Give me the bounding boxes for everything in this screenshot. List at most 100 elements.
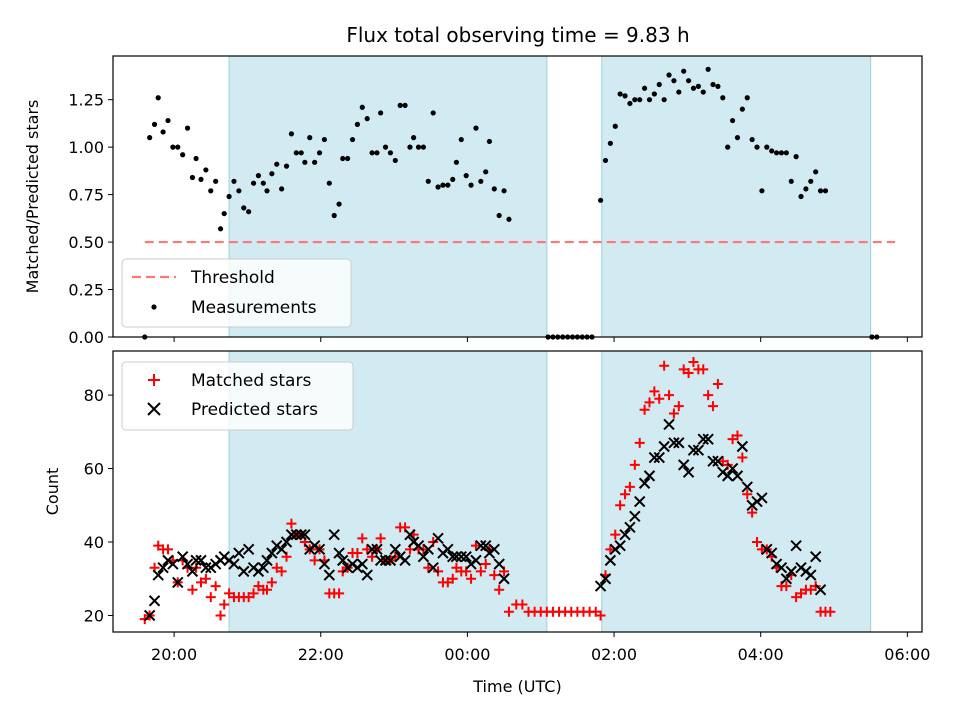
data-point <box>470 540 481 551</box>
data-point <box>785 565 797 578</box>
data-point <box>747 507 758 518</box>
observing-window <box>601 350 872 633</box>
data-point <box>407 144 413 150</box>
data-point <box>213 178 219 184</box>
data-point <box>677 459 690 471</box>
data-point <box>653 451 665 464</box>
data-point <box>736 440 749 453</box>
y-tick-label: 0.75 <box>68 186 104 205</box>
data-point <box>491 186 497 192</box>
data-point <box>257 562 270 574</box>
data-point <box>648 451 661 464</box>
data-point <box>412 539 425 552</box>
y-tick-label: 0.50 <box>68 233 104 252</box>
data-point <box>624 521 636 534</box>
data-point <box>629 459 640 470</box>
data-point <box>498 573 510 585</box>
data-point <box>165 117 171 124</box>
data-point <box>475 566 486 577</box>
data-point <box>217 226 224 232</box>
data-point <box>331 212 337 219</box>
data-point <box>765 547 778 559</box>
data-point <box>349 136 356 143</box>
data-point <box>290 528 303 541</box>
data-point <box>374 554 387 567</box>
data-point <box>198 176 204 183</box>
data-point <box>422 543 434 556</box>
data-point <box>756 492 768 504</box>
data-point <box>494 584 505 595</box>
data-point <box>233 547 245 559</box>
data-point <box>624 481 635 492</box>
data-point <box>661 97 667 103</box>
data-point <box>172 576 184 589</box>
data-point <box>299 528 311 541</box>
data-point <box>399 554 411 567</box>
data-point <box>707 455 719 467</box>
data-point <box>480 559 491 570</box>
data-point <box>773 150 780 156</box>
legend: Threshold Measurements <box>121 258 352 328</box>
data-point <box>420 144 427 150</box>
data-point <box>617 91 623 97</box>
data-point <box>633 495 646 508</box>
data-point <box>226 193 232 200</box>
data-point <box>460 550 472 563</box>
data-point <box>261 554 273 567</box>
data-point <box>720 95 726 101</box>
data-point <box>698 364 709 375</box>
data-point <box>458 136 464 143</box>
data-point <box>404 528 416 541</box>
data-point <box>493 558 505 570</box>
data-point <box>280 536 293 548</box>
data-point <box>798 193 804 200</box>
data-point <box>321 136 328 143</box>
data-point <box>671 78 677 84</box>
data-point <box>181 558 194 570</box>
data-point <box>275 543 288 556</box>
data-point <box>312 159 318 165</box>
data-point <box>450 550 463 563</box>
data-point <box>813 169 819 175</box>
data-point <box>632 97 638 103</box>
y-tick-label: 1.25 <box>68 91 104 110</box>
data-point <box>334 588 345 599</box>
data-point <box>687 444 700 456</box>
data-point <box>250 180 257 186</box>
data-point <box>739 106 745 112</box>
data-point <box>639 404 650 415</box>
data-point <box>468 182 474 188</box>
data-point <box>783 150 789 156</box>
data-point <box>425 178 431 184</box>
data-point <box>610 529 621 540</box>
data-point <box>805 569 817 581</box>
data-point <box>681 68 687 74</box>
data-point <box>715 83 721 89</box>
data-point <box>417 550 430 563</box>
data-point <box>607 140 613 146</box>
data-point <box>780 573 793 585</box>
data-point <box>411 135 417 141</box>
data-point <box>387 150 394 156</box>
data-point <box>708 401 719 412</box>
data-point <box>379 554 392 567</box>
data-point <box>221 210 227 217</box>
data-point <box>357 533 368 544</box>
series-matched-stars <box>139 357 836 625</box>
figure-title: Flux total observing time = 9.83 h <box>346 23 689 47</box>
data-point <box>382 144 389 150</box>
bottom-panel: 20 40 60 80 20:00 22:00 00:00 02:00 04:00 06:00 Co… <box>43 350 930 696</box>
data-point <box>430 110 436 116</box>
x-axis-label: Time (UTC) <box>472 677 561 696</box>
data-point <box>594 580 607 592</box>
data-point <box>313 543 326 556</box>
data-point <box>238 565 250 578</box>
data-point <box>186 565 199 578</box>
data-point <box>517 599 528 610</box>
data-point <box>180 152 186 158</box>
data-point <box>340 155 346 162</box>
data-point <box>440 182 446 188</box>
data-point <box>731 470 744 482</box>
data-point <box>803 186 809 192</box>
data-point <box>187 584 198 595</box>
